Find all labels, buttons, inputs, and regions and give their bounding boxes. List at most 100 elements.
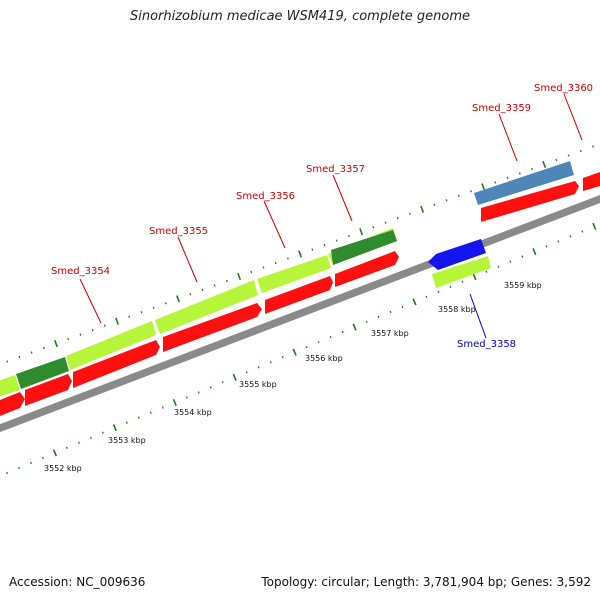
scale-tick (101, 431, 104, 434)
scale-tick (140, 311, 143, 314)
scale-tick (18, 355, 21, 359)
gene-label-smed-3359[interactable]: Smed_3359 (472, 103, 531, 114)
scale-tick (437, 290, 440, 293)
cds-feature[interactable] (265, 276, 333, 314)
scale-tick (164, 302, 167, 305)
scale-tick (125, 421, 128, 424)
leader-line (177, 236, 198, 283)
cds-feature[interactable] (583, 172, 600, 191)
scale-tick (425, 295, 428, 299)
scale-tick (384, 221, 387, 224)
leader-line (498, 113, 518, 162)
scale-tick (472, 273, 477, 281)
gene-feature[interactable] (432, 256, 491, 288)
scale-tick (592, 145, 594, 148)
gene-feature[interactable] (257, 255, 331, 293)
scale-tick (352, 323, 357, 331)
scale-tick (531, 167, 533, 171)
scale-tick (581, 230, 584, 233)
scale-tick (335, 239, 338, 242)
scale-tick (481, 183, 486, 191)
scale-label-3552: 3552 kbp (44, 464, 82, 473)
scale-tick (341, 330, 344, 334)
gene-feature[interactable] (0, 375, 20, 398)
leader-line (263, 200, 286, 249)
cds-feature[interactable] (163, 303, 262, 352)
scale-tick (311, 248, 314, 251)
scale-tick (557, 240, 560, 243)
scale-tick (292, 348, 297, 356)
cds-feature[interactable] (73, 340, 160, 388)
gene-label-smed-3360[interactable]: Smed_3360 (534, 83, 593, 94)
scale-tick (365, 320, 368, 324)
gene-feature[interactable] (66, 321, 156, 370)
scale-tick (17, 466, 20, 470)
scale-tick (152, 306, 155, 309)
gene-label-smed-3358[interactable]: Smed_3358 (457, 339, 516, 350)
inner-tick-track (6, 222, 597, 475)
scale-tick (567, 154, 570, 157)
scale-tick (161, 406, 164, 409)
gene-feature[interactable] (428, 239, 486, 270)
gene-label-smed-3357[interactable]: Smed_3357 (306, 164, 365, 175)
scale-tick (274, 261, 277, 265)
gene-label-smed-3356[interactable]: Smed_3356 (236, 191, 295, 202)
scale-tick (6, 360, 9, 363)
scale-tick (250, 270, 253, 274)
scale-tick (470, 190, 472, 193)
scale-tick (359, 228, 364, 236)
gene-label-smed-3355[interactable]: Smed_3355 (149, 226, 208, 237)
scale-tick (396, 217, 399, 220)
scale-tick (521, 255, 524, 258)
scale-tick (408, 212, 411, 215)
scale-tick (176, 295, 181, 303)
gene-track (0, 161, 574, 398)
scale-tick (128, 315, 131, 318)
cds-feature[interactable] (335, 251, 399, 287)
scale-tick (77, 441, 80, 444)
scale-tick (112, 424, 117, 432)
accession-text: Accession: NC_009636 (9, 575, 146, 589)
scale-tick (329, 335, 332, 339)
scale-tick (506, 176, 509, 180)
scale-tick (485, 270, 488, 273)
scale-tick (137, 416, 140, 419)
scale-tick (6, 471, 8, 475)
scale-tick (172, 398, 177, 407)
scale-label-3554: 3554 kbp (174, 408, 212, 417)
scale-tick (209, 386, 212, 389)
scale-tick (420, 205, 425, 213)
scale-tick (377, 315, 380, 319)
scale-tick (29, 461, 32, 465)
scale-tick (579, 149, 582, 153)
scale-tick (232, 373, 237, 381)
scale-tick (103, 324, 106, 327)
gene-feature[interactable] (16, 357, 69, 389)
scale-tick (213, 284, 216, 287)
scale-tick (30, 351, 33, 354)
scale-tick (509, 260, 512, 263)
cds-feature[interactable] (25, 374, 72, 406)
scale-tick (91, 329, 94, 332)
scale-tick (185, 396, 188, 399)
scale-tick (79, 333, 82, 336)
gene-feature[interactable] (155, 280, 258, 334)
scale-tick (262, 266, 265, 269)
scale-tick (54, 340, 58, 348)
scale-tick (269, 361, 272, 364)
scale-tick (532, 248, 537, 256)
gene-feature[interactable] (474, 161, 574, 205)
scale-tick (115, 317, 119, 325)
scale-tick (449, 285, 452, 288)
gene-feature[interactable] (331, 230, 397, 265)
scale-tick (89, 436, 92, 439)
scale-tick (542, 160, 547, 169)
scale-tick (372, 226, 375, 229)
cds-feature[interactable] (0, 392, 25, 418)
gene-label-smed-3354[interactable]: Smed_3354 (51, 266, 110, 277)
leader-line (563, 93, 583, 141)
scale-tick (298, 250, 303, 258)
scale-label-3558: 3558 kbp (438, 305, 476, 314)
cds-feature[interactable] (481, 181, 579, 222)
